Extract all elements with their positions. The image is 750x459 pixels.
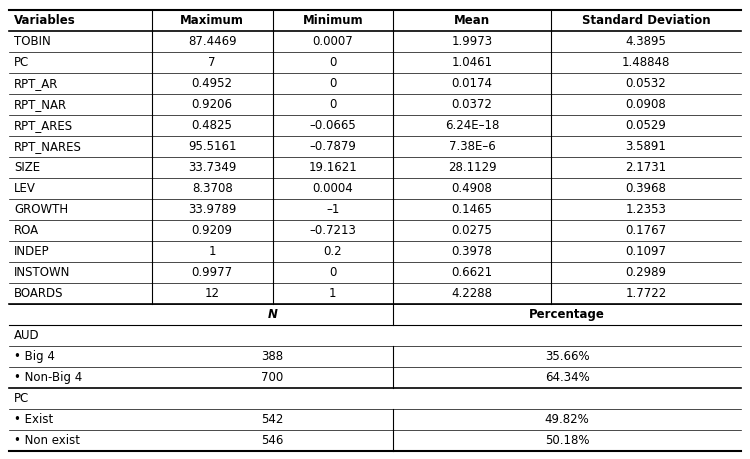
Text: INSTOWN: INSTOWN — [14, 266, 70, 279]
Text: 7.38E–6: 7.38E–6 — [448, 140, 495, 153]
Text: –1: –1 — [326, 203, 340, 216]
Text: –0.7213: –0.7213 — [310, 224, 356, 237]
Text: 0.0372: 0.0372 — [452, 98, 493, 111]
Text: N: N — [268, 308, 278, 321]
Text: Variables: Variables — [14, 14, 76, 27]
Text: 0.1097: 0.1097 — [626, 245, 666, 258]
Text: 7: 7 — [209, 56, 216, 69]
Text: 0.0174: 0.0174 — [452, 77, 493, 90]
Text: 0.0908: 0.0908 — [626, 98, 666, 111]
Text: 546: 546 — [261, 434, 284, 447]
Text: 1.9973: 1.9973 — [452, 35, 493, 48]
Text: 0.1767: 0.1767 — [626, 224, 667, 237]
Text: 1.48848: 1.48848 — [622, 56, 670, 69]
Text: 700: 700 — [262, 371, 284, 384]
Text: 64.34%: 64.34% — [544, 371, 590, 384]
Text: 33.7349: 33.7349 — [188, 161, 236, 174]
Text: LEV: LEV — [14, 182, 36, 195]
Text: 1: 1 — [209, 245, 216, 258]
Text: 1: 1 — [329, 287, 337, 300]
Text: 0.9209: 0.9209 — [192, 224, 232, 237]
Text: BOARDS: BOARDS — [14, 287, 64, 300]
Text: 33.9789: 33.9789 — [188, 203, 236, 216]
Text: 1.2353: 1.2353 — [626, 203, 666, 216]
Text: RPT_NARES: RPT_NARES — [14, 140, 82, 153]
Text: AUD: AUD — [14, 329, 40, 342]
Text: 1.7722: 1.7722 — [626, 287, 667, 300]
Text: –0.7879: –0.7879 — [310, 140, 356, 153]
Text: 12: 12 — [205, 287, 220, 300]
Text: Maximum: Maximum — [180, 14, 244, 27]
Text: • Exist: • Exist — [14, 413, 53, 426]
Text: 0.3978: 0.3978 — [452, 245, 493, 258]
Text: 95.5161: 95.5161 — [188, 140, 236, 153]
Text: PC: PC — [14, 56, 29, 69]
Text: 8.3708: 8.3708 — [192, 182, 232, 195]
Text: PC: PC — [14, 392, 29, 405]
Text: 0: 0 — [329, 56, 337, 69]
Text: 0.6621: 0.6621 — [452, 266, 493, 279]
Text: 0.0004: 0.0004 — [313, 182, 353, 195]
Text: –0.0665: –0.0665 — [310, 119, 356, 132]
Text: 0.1465: 0.1465 — [452, 203, 493, 216]
Text: 0: 0 — [329, 77, 337, 90]
Text: • Non exist: • Non exist — [14, 434, 80, 447]
Text: 0.2: 0.2 — [323, 245, 342, 258]
Text: 35.66%: 35.66% — [544, 350, 590, 363]
Text: 388: 388 — [262, 350, 284, 363]
Text: 0: 0 — [329, 266, 337, 279]
Text: Minimum: Minimum — [302, 14, 363, 27]
Text: ROA: ROA — [14, 224, 39, 237]
Text: 0.4952: 0.4952 — [192, 77, 232, 90]
Text: 6.24E–18: 6.24E–18 — [445, 119, 500, 132]
Text: 50.18%: 50.18% — [545, 434, 590, 447]
Text: 0.3968: 0.3968 — [626, 182, 666, 195]
Text: 2.1731: 2.1731 — [626, 161, 667, 174]
Text: 49.82%: 49.82% — [544, 413, 590, 426]
Text: Standard Deviation: Standard Deviation — [581, 14, 710, 27]
Text: 0.0532: 0.0532 — [626, 77, 666, 90]
Text: 0.9977: 0.9977 — [191, 266, 232, 279]
Text: 3.5891: 3.5891 — [626, 140, 666, 153]
Text: 0.0007: 0.0007 — [313, 35, 353, 48]
Text: INDEP: INDEP — [14, 245, 50, 258]
Text: 4.2288: 4.2288 — [452, 287, 493, 300]
Text: Mean: Mean — [454, 14, 490, 27]
Text: 0.4908: 0.4908 — [452, 182, 493, 195]
Text: 0.4825: 0.4825 — [192, 119, 232, 132]
Text: Percentage: Percentage — [530, 308, 605, 321]
Text: 0.9206: 0.9206 — [192, 98, 232, 111]
Text: TOBIN: TOBIN — [14, 35, 51, 48]
Text: 28.1129: 28.1129 — [448, 161, 497, 174]
Text: 19.1621: 19.1621 — [308, 161, 357, 174]
Text: • Non-Big 4: • Non-Big 4 — [14, 371, 82, 384]
Text: 87.4469: 87.4469 — [188, 35, 236, 48]
Text: 4.3895: 4.3895 — [626, 35, 666, 48]
Text: 0.0529: 0.0529 — [626, 119, 666, 132]
Text: 0.0275: 0.0275 — [452, 224, 493, 237]
Text: 542: 542 — [261, 413, 284, 426]
Text: • Big 4: • Big 4 — [14, 350, 55, 363]
Text: 0.2989: 0.2989 — [626, 266, 666, 279]
Text: GROWTH: GROWTH — [14, 203, 68, 216]
Text: 0: 0 — [329, 98, 337, 111]
Text: RPT_ARES: RPT_ARES — [14, 119, 74, 132]
Text: RPT_NAR: RPT_NAR — [14, 98, 68, 111]
Text: SIZE: SIZE — [14, 161, 40, 174]
Text: RPT_AR: RPT_AR — [14, 77, 58, 90]
Text: 1.0461: 1.0461 — [452, 56, 493, 69]
